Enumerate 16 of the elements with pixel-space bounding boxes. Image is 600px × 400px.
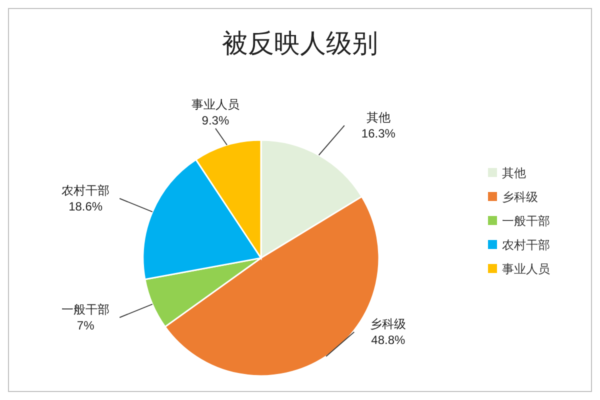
legend-label: 其他 <box>502 166 526 180</box>
legend-label: 乡科级 <box>502 190 538 204</box>
slice-label: 乡科级 <box>370 317 406 331</box>
slice-label: 农村干部 <box>62 184 110 198</box>
legend-label: 事业人员 <box>502 262 550 276</box>
data-label: 16.3% <box>361 126 396 140</box>
data-label: 9.3% <box>202 113 230 128</box>
data-label: 18.6% <box>68 200 103 214</box>
slice-label: 事业人员 <box>191 97 240 112</box>
slice-label: 其他 <box>366 110 390 124</box>
legend-label: 农村干部 <box>502 238 550 252</box>
data-label: 7% <box>76 318 95 332</box>
slice-label: 一般干部 <box>62 302 110 316</box>
chart-title: 被反映人级别 <box>222 28 378 58</box>
legend-label: 一般干部 <box>502 214 550 228</box>
data-label: 48.8% <box>371 333 406 347</box>
